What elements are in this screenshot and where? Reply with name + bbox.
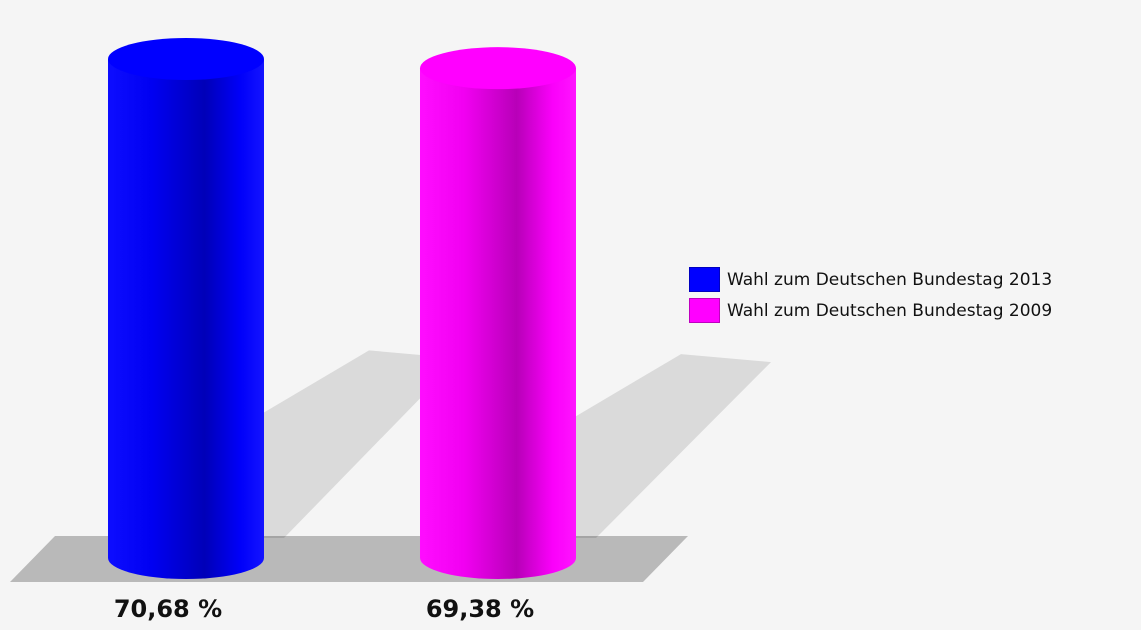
data-label: 69,38 % xyxy=(426,595,534,623)
legend-label: Wahl zum Deutschen Bundestag 2009 xyxy=(727,300,1053,321)
legend-swatch xyxy=(689,298,720,323)
legend: Wahl zum Deutschen Bundestag 2013 Wahl zu… xyxy=(689,264,1052,326)
legend-label: Wahl zum Deutschen Bundestag 2013 xyxy=(727,269,1053,290)
bar xyxy=(420,68,576,580)
bar-top xyxy=(108,37,264,80)
legend-swatch xyxy=(689,267,720,292)
data-label: 70,68 % xyxy=(114,595,222,623)
bar-shadow xyxy=(254,350,459,538)
bar xyxy=(108,58,264,579)
bar-shadow xyxy=(566,354,771,538)
legend-item: Wahl zum Deutschen Bundestag 2013 xyxy=(689,264,1052,295)
bar-top xyxy=(420,47,576,90)
legend-item: Wahl zum Deutschen Bundestag 2009 xyxy=(689,295,1052,326)
